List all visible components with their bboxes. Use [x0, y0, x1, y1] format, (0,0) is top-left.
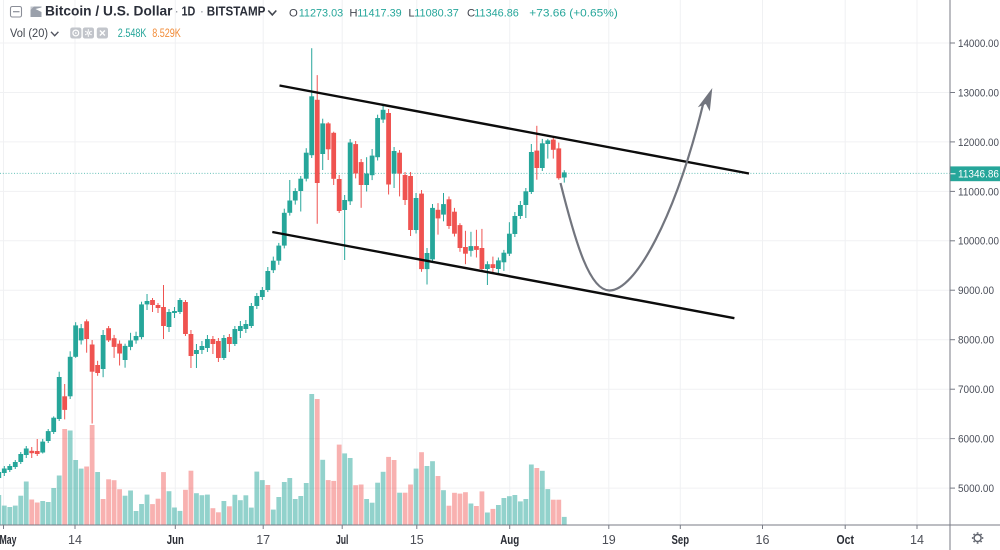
svg-text:11000.00: 11000.00 [958, 186, 999, 198]
svg-text:17: 17 [256, 533, 270, 547]
svg-text:5000.00: 5000.00 [958, 483, 994, 495]
svg-text:19: 19 [602, 533, 616, 547]
svg-text:14: 14 [910, 533, 924, 547]
svg-text:H: H [349, 8, 357, 20]
svg-text:13000.00: 13000.00 [958, 87, 999, 99]
svg-text:Oct: Oct [836, 532, 854, 547]
svg-text:15: 15 [410, 533, 424, 547]
svg-text:7000.00: 7000.00 [958, 384, 994, 396]
svg-text:12000.00: 12000.00 [958, 137, 999, 149]
svg-text:·: · [200, 3, 204, 18]
svg-text:10000.00: 10000.00 [958, 236, 999, 248]
svg-text:6000.00: 6000.00 [958, 434, 994, 446]
svg-text:May: May [0, 532, 17, 547]
svg-text:11346.86: 11346.86 [474, 8, 519, 20]
svg-text:Aug: Aug [500, 532, 519, 547]
svg-text:Sep: Sep [672, 532, 690, 547]
svg-text:11080.37: 11080.37 [414, 8, 459, 20]
svg-text:Jun: Jun [167, 532, 184, 547]
svg-text:14000.00: 14000.00 [958, 38, 999, 50]
svg-text:11273.03: 11273.03 [299, 8, 344, 20]
svg-text:1D: 1D [182, 4, 196, 18]
svg-text:11417.39: 11417.39 [357, 8, 402, 20]
svg-text:L: L [408, 8, 414, 20]
svg-text:9000.00: 9000.00 [958, 285, 994, 297]
svg-text:Vol (20): Vol (20) [10, 28, 48, 40]
svg-text:11346.86: 11346.86 [958, 169, 999, 181]
svg-text:14: 14 [68, 533, 82, 547]
svg-text:16: 16 [756, 533, 770, 547]
svg-text:O: O [289, 8, 298, 20]
svg-text:Bitcoin / U.S. Dollar: Bitcoin / U.S. Dollar [45, 2, 173, 18]
svg-text:8000.00: 8000.00 [958, 335, 994, 347]
svg-text:Jul: Jul [336, 532, 349, 547]
svg-text:+73.66 (+0.65%): +73.66 (+0.65%) [529, 8, 618, 20]
svg-text:8.529K: 8.529K [152, 28, 181, 40]
svg-text:BITSTAMP: BITSTAMP [207, 4, 266, 18]
svg-text:C: C [467, 8, 475, 20]
svg-text:·: · [175, 3, 179, 18]
svg-text:2.548K: 2.548K [118, 28, 147, 40]
